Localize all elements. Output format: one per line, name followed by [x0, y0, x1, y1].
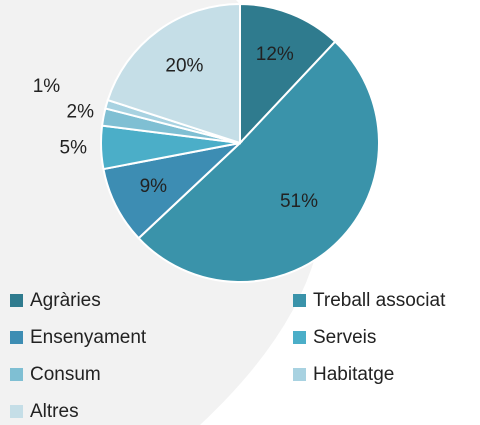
legend-swatch — [293, 368, 306, 381]
legend-swatch — [293, 294, 306, 307]
data-label: 5% — [60, 137, 88, 158]
data-label: 51% — [280, 191, 318, 212]
data-label: 12% — [256, 44, 294, 65]
data-label: 1% — [33, 76, 61, 97]
legend-swatch — [10, 368, 23, 381]
pie-slice — [106, 2, 241, 145]
data-label: 20% — [165, 56, 203, 77]
legend-label: Altres — [30, 401, 79, 422]
data-label: 9% — [140, 176, 168, 197]
pie-slice — [239, 2, 337, 146]
legend-label: Consum — [30, 364, 101, 385]
legend-swatch — [10, 331, 23, 344]
pie-slice — [137, 40, 380, 283]
pie-slice — [102, 141, 244, 240]
legend-label: Habitatge — [313, 364, 394, 385]
legend-swatch — [10, 405, 23, 418]
legend-label: Treball associat — [313, 290, 446, 311]
legend-swatch — [293, 331, 306, 344]
data-label: 2% — [67, 102, 95, 123]
legend-label: Agràries — [30, 290, 101, 311]
legend-swatch — [10, 294, 23, 307]
legend-label: Ensenyament — [30, 327, 147, 348]
legend-label: Serveis — [313, 327, 376, 348]
